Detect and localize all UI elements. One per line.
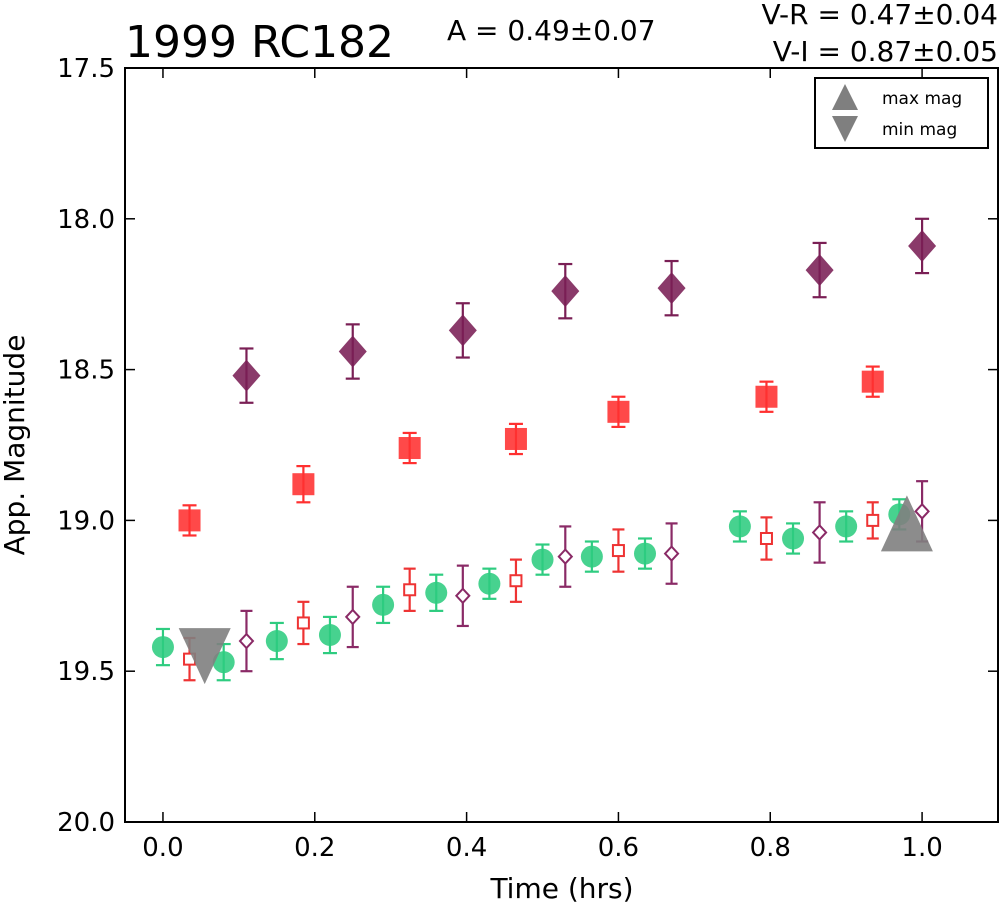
- min-mag-legend-icon: [832, 116, 858, 142]
- axis-ticks: 0.0 0.2 0.4 0.6 0.8 1.0 17.5 18.0 18.5 19.0 19.5 20…: [57, 54, 998, 863]
- plot-frame: [124, 67, 999, 823]
- legend-min-label: min mag: [882, 120, 957, 140]
- x-tick-label: 0.8: [750, 833, 791, 863]
- data-point-square: [178, 509, 201, 532]
- x-axis-label: Time (hrs): [489, 872, 633, 904]
- y-tick-label: 18.5: [57, 356, 115, 386]
- color-vr-label: V-R = 0.47±0.04: [762, 0, 998, 31]
- data-point-circle: [580, 545, 603, 568]
- data-point-square: [296, 616, 310, 630]
- data-point-diamond: [448, 314, 477, 347]
- x-tick-label: 0.0: [142, 833, 183, 863]
- data-point-diamond: [805, 254, 834, 287]
- data-point-diamond: [908, 229, 937, 262]
- x-tick-label: 0.4: [446, 833, 487, 863]
- data-point-circle: [151, 636, 174, 659]
- data-point-diamond: [557, 548, 574, 566]
- data-point-diamond: [811, 523, 828, 541]
- max-mag-marker: [880, 495, 933, 552]
- y-axis-label: App. Magnitude: [0, 335, 31, 556]
- data-point-circle: [318, 624, 341, 647]
- data-point-square: [398, 437, 421, 460]
- data-point-circle: [728, 515, 751, 538]
- x-tick-label: 1.0: [901, 833, 942, 863]
- max-mag-legend-icon: [832, 84, 858, 110]
- data-point-circle: [425, 581, 448, 604]
- data-point-diamond: [914, 502, 930, 520]
- data-point-diamond: [238, 632, 255, 650]
- data-point-circle: [372, 593, 395, 616]
- data-point-diamond: [338, 335, 367, 368]
- data-point-circle: [782, 527, 805, 550]
- data-point-square: [509, 574, 523, 588]
- y-tick-label: 20.0: [57, 808, 115, 838]
- data-point-square: [504, 427, 527, 450]
- data-point-square: [861, 370, 884, 393]
- color-vi-label: V-I = 0.87±0.05: [773, 35, 998, 68]
- data-point-circle: [531, 548, 554, 571]
- x-tick-label: 0.2: [294, 833, 335, 863]
- amplitude-label: A = 0.49±0.07: [447, 14, 656, 47]
- data-point-square: [759, 531, 773, 545]
- data-point-diamond: [663, 545, 680, 563]
- data-point-square: [866, 513, 880, 527]
- min-mag-marker: [178, 628, 231, 685]
- data-point-diamond: [551, 275, 580, 308]
- legend-max-label: max mag: [882, 89, 962, 109]
- legend: max mag min mag: [814, 77, 989, 149]
- data-point-circle: [212, 651, 235, 674]
- data-point-circle: [265, 630, 288, 653]
- data-point-diamond: [657, 272, 686, 305]
- data-point-circle: [634, 542, 657, 565]
- y-tick-label: 19.5: [57, 657, 115, 687]
- data-point-square: [611, 544, 625, 558]
- data-point-circle: [835, 515, 858, 538]
- data-point-diamond: [232, 359, 261, 392]
- data-point-square: [755, 385, 778, 408]
- chart-title: 1999 RC182: [125, 17, 394, 68]
- x-tick-label: 0.6: [598, 833, 639, 863]
- y-tick-label: 18.0: [57, 205, 115, 235]
- data-point-square: [403, 583, 417, 597]
- chart-marks: [151, 217, 937, 685]
- data-point-square: [607, 400, 630, 423]
- data-point-diamond: [454, 587, 471, 605]
- data-point-circle: [478, 572, 501, 595]
- data-point-diamond: [344, 608, 361, 626]
- y-tick-label: 19.0: [57, 506, 115, 536]
- y-tick-label: 17.5: [57, 54, 115, 84]
- data-point-square: [292, 473, 315, 496]
